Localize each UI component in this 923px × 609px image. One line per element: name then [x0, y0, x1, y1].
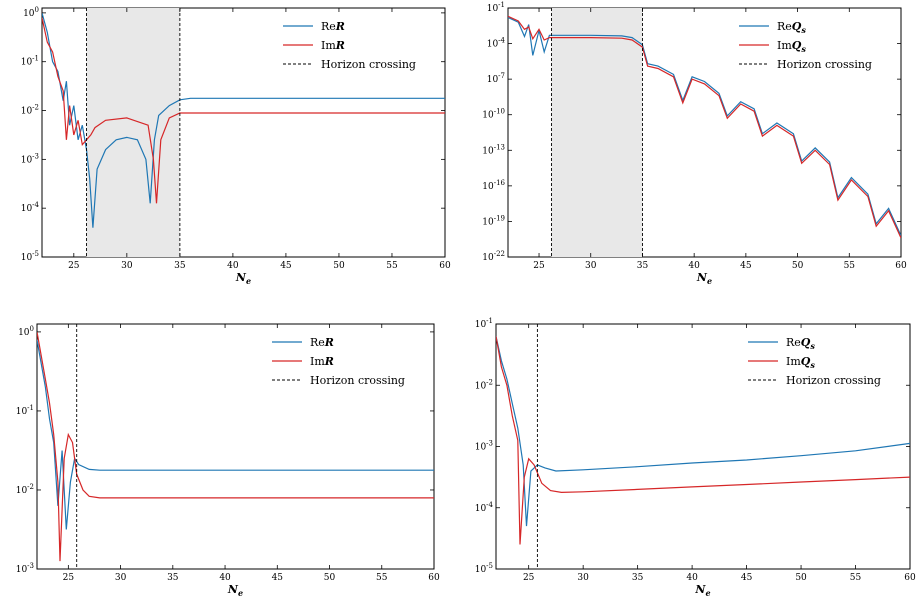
series-line-ImR: [42, 17, 445, 204]
legend-label: ImQs: [777, 39, 806, 54]
x-tick-label: 55: [376, 573, 388, 583]
x-tick-label: 45: [280, 261, 292, 271]
panel-bottom-left: 25 30 35 40 45 50 55 60 100 10-1 10-2 10-3 Ne ReR ImR H…: [16, 323, 440, 598]
legend-label: ImQs: [786, 355, 815, 370]
legend-label: Horizon crossing: [310, 374, 405, 387]
x-tick-label: 25: [68, 261, 80, 271]
y-tick-label: 10-22: [482, 250, 505, 263]
x-tick-label: 30: [585, 261, 597, 271]
legend-label: Horizon crossing: [786, 374, 881, 387]
y-tick-label: 10-16: [482, 179, 505, 192]
y-tick-label: 10-4: [475, 501, 494, 514]
x-tick-label: 55: [844, 261, 856, 271]
x-tick-label: 55: [386, 261, 398, 271]
y-tick-label: 10-3: [475, 440, 493, 453]
shaded-region: [86, 8, 180, 257]
series-line-ReR: [37, 339, 434, 530]
x-tick-label: 30: [121, 261, 133, 271]
x-tick-label: 30: [115, 573, 127, 583]
x-tick-label: 60: [428, 573, 440, 583]
y-tick-label: 10-1: [21, 55, 39, 68]
x-tick-label: 25: [533, 261, 545, 271]
legend-label: Horizon crossing: [777, 58, 872, 71]
x-tick-label: 35: [167, 573, 179, 583]
x-tick-label: 50: [795, 573, 807, 583]
x-tick-label: 40: [688, 261, 700, 271]
y-tick-label: 10-5: [475, 562, 493, 575]
legend-label: ReR: [310, 336, 334, 349]
x-axis-label: Ne: [235, 271, 251, 286]
x-tick-label: 50: [324, 573, 336, 583]
axes-frame: [495, 323, 911, 570]
y-tick-label: 10-3: [21, 152, 39, 165]
panel-top-left: 25 30 35 40 45 50 55 60 100 10-1 10-2 10-3 10-4 10-5 N…: [21, 6, 451, 286]
x-tick-label: 45: [740, 261, 752, 271]
x-tick-label: 40: [219, 573, 231, 583]
x-tick-label: 35: [632, 573, 644, 583]
x-tick-label: 45: [272, 573, 284, 583]
y-tick-label: 10-1: [16, 404, 34, 417]
x-tick-label: 50: [792, 261, 804, 271]
y-tick-label: 10-7: [487, 72, 505, 85]
x-tick-label: 35: [637, 261, 649, 271]
x-axis-label: Ne: [227, 583, 243, 598]
legend-label: ImR: [310, 355, 334, 368]
panel-bottom-right: 25 30 35 40 45 50 55 60 10-1 10-2 10-3 10-4 10-5 Ne Re…: [475, 317, 916, 598]
shaded-region: [551, 8, 643, 257]
x-axis-label: Ne: [696, 271, 712, 286]
y-tick-label: 10-4: [21, 201, 40, 214]
legend-label: ImR: [321, 39, 345, 52]
y-tick-label: 100: [23, 6, 39, 19]
y-tick-label: 10-2: [475, 378, 493, 391]
x-tick-label: 45: [741, 573, 753, 583]
y-tick-label: 10-4: [487, 37, 506, 50]
x-tick-label: 50: [333, 261, 345, 271]
x-tick-label: 60: [904, 573, 916, 583]
x-tick-label: 40: [686, 573, 698, 583]
y-tick-label: 10-19: [482, 214, 505, 227]
x-tick-label: 60: [439, 261, 451, 271]
y-tick-label: 100: [18, 325, 34, 338]
y-tick-label: 10-5: [21, 250, 39, 263]
series-line-ReQs: [496, 336, 910, 527]
series-line-ImR: [37, 331, 434, 562]
legend-label: Horizon crossing: [321, 58, 416, 71]
x-tick-label: 35: [174, 261, 186, 271]
panel-top-right: 25 30 35 40 45 50 55 60 10-1 10-4 10-7 10-10 10-13 10…: [482, 1, 907, 286]
y-tick-label: 10-2: [21, 104, 39, 117]
x-axis-label: Ne: [694, 583, 710, 598]
series-line-ReR: [42, 12, 445, 228]
x-tick-label: 55: [850, 573, 862, 583]
y-tick-label: 10-13: [482, 143, 505, 156]
x-tick-label: 30: [577, 573, 589, 583]
legend-label: ReQs: [786, 336, 815, 351]
y-tick-label: 10-1: [487, 1, 505, 14]
y-tick-label: 10-2: [16, 483, 34, 496]
axes-frame: [36, 323, 435, 570]
x-tick-label: 25: [63, 573, 75, 583]
legend-label: ReQs: [777, 20, 806, 35]
x-tick-label: 40: [227, 261, 239, 271]
x-tick-label: 60: [895, 261, 907, 271]
y-tick-label: 10-3: [16, 562, 34, 575]
legend-label: ReR: [321, 20, 345, 33]
x-tick-label: 25: [523, 573, 535, 583]
series-line-ImQs: [508, 15, 901, 239]
y-tick-label: 10-10: [482, 108, 505, 121]
series-line-ImQs: [496, 336, 910, 545]
y-tick-label: 10-1: [475, 317, 493, 330]
